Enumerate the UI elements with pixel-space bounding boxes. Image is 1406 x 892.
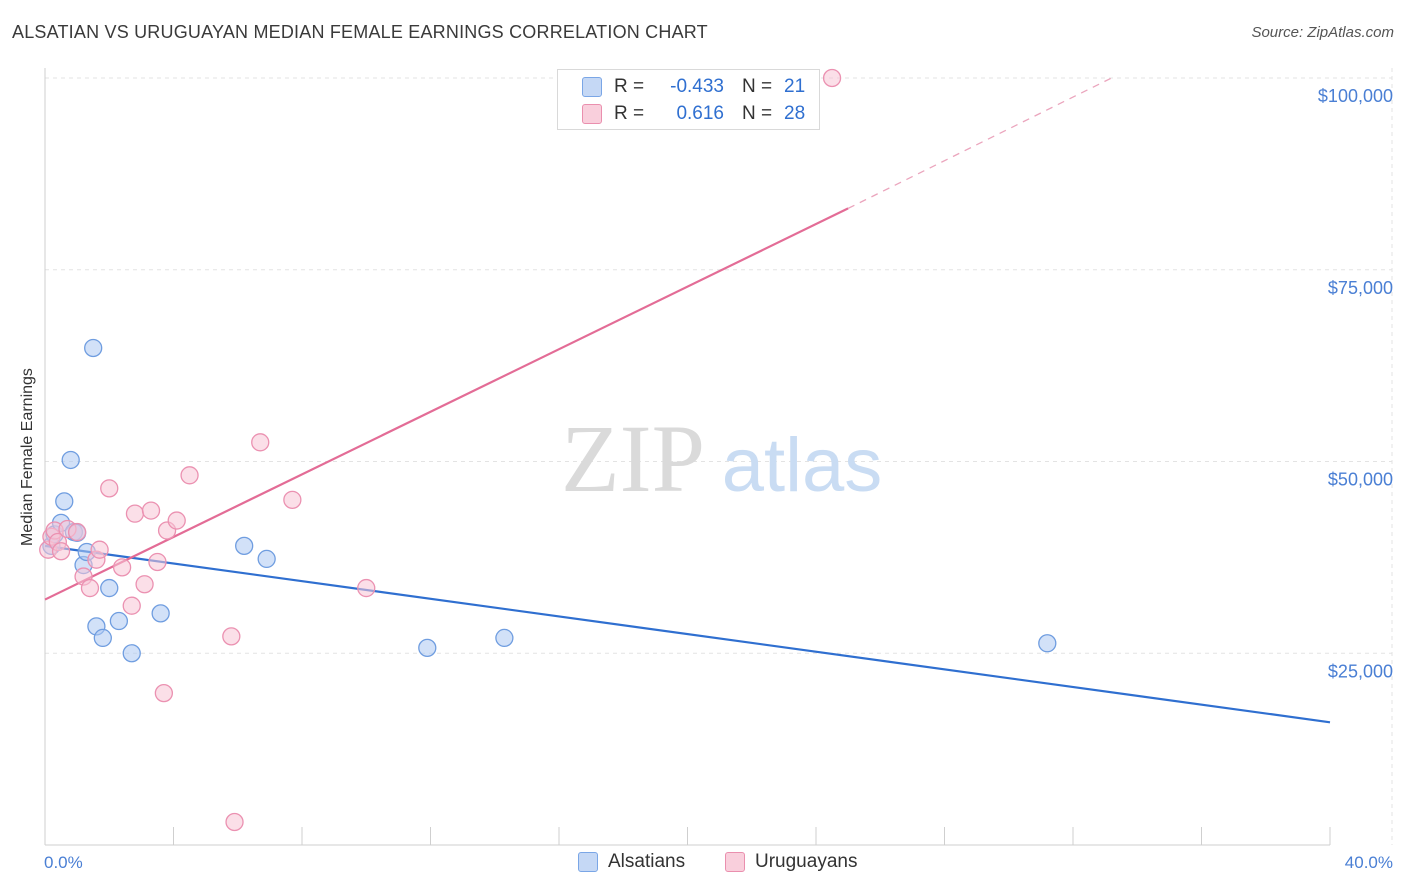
point-uruguayans xyxy=(251,433,270,452)
point-alsatians xyxy=(93,628,112,648)
trend-line-alsatians xyxy=(44,544,1331,724)
point-uruguayans xyxy=(112,558,132,577)
trend-line-uruguayans xyxy=(44,207,849,601)
watermark-atlas: atlas xyxy=(722,423,883,508)
legend-r-value: -0.433 xyxy=(670,76,724,97)
legend-n-value: 28 xyxy=(784,103,806,124)
axes xyxy=(44,68,1393,846)
legend-n-label: N = xyxy=(742,103,773,124)
watermark-zip: ZIP xyxy=(561,405,705,512)
y-tick-labels: $25,000 $50,000 $75,000 $100,000 xyxy=(1318,86,1393,681)
point-alsatians xyxy=(109,611,129,631)
chart-title: ALSATIAN VS URUGUAYAN MEDIAN FEMALE EARN… xyxy=(12,22,708,42)
point-uruguayans xyxy=(167,511,186,530)
point-uruguayans xyxy=(225,812,244,832)
point-uruguayans xyxy=(125,504,145,523)
legend-swatch-uruguayans xyxy=(582,104,602,124)
legend-row-alsatians: R = -0.433 N = 21 xyxy=(582,75,805,99)
point-alsatians xyxy=(257,549,276,569)
bottom-legend-uruguayans[interactable]: Uruguayans xyxy=(725,851,857,873)
point-uruguayans xyxy=(141,501,161,520)
bottom-legend-label-alsatians: Alsatians xyxy=(608,851,686,872)
point-uruguayans xyxy=(357,578,376,598)
point-uruguayans xyxy=(100,479,119,498)
gridlines xyxy=(45,77,1392,654)
point-uruguayans xyxy=(90,540,109,559)
x-tick-max: 40.0% xyxy=(1344,853,1393,872)
y-tick-label: $100,000 xyxy=(1318,86,1393,106)
legend-n-value: 21 xyxy=(784,76,806,97)
point-uruguayans xyxy=(80,578,100,598)
bottom-legend-label-uruguayans: Uruguayans xyxy=(755,851,858,872)
bottom-legend-swatch-uruguayans xyxy=(725,852,745,872)
x-tick-min: 0.0% xyxy=(44,853,83,872)
point-uruguayans xyxy=(283,490,302,510)
bottom-legend-alsatians[interactable]: Alsatians xyxy=(578,851,685,873)
point-alsatians xyxy=(61,450,80,470)
point-uruguayans xyxy=(154,683,174,703)
y-tick-label: $25,000 xyxy=(1328,661,1393,681)
legend-n-label: N = xyxy=(742,76,773,97)
watermark: ZIP atlas xyxy=(561,405,882,512)
point-alsatians xyxy=(84,338,103,358)
point-uruguayans xyxy=(822,68,842,88)
bottom-legend-swatch-alsatians xyxy=(578,852,598,872)
point-uruguayans xyxy=(222,627,241,646)
point-alsatians xyxy=(1038,634,1057,653)
point-alsatians xyxy=(495,628,514,648)
data-points xyxy=(39,68,1057,832)
point-uruguayans xyxy=(122,596,141,615)
correlation-legend: R = -0.433 N = 21 R = 0.616 N = 28 xyxy=(557,69,820,130)
trend-line-uruguayans-extension xyxy=(847,77,1112,209)
point-alsatians xyxy=(55,492,74,511)
legend-r-label: R = xyxy=(614,76,645,97)
point-alsatians xyxy=(151,604,170,623)
point-alsatians xyxy=(235,536,254,556)
legend-r-label: R = xyxy=(614,103,645,124)
source-label: Source: ZipAtlas.com xyxy=(1251,24,1394,41)
point-alsatians xyxy=(418,638,437,658)
legend-swatch-alsatians xyxy=(582,77,602,97)
trend-lines xyxy=(44,77,1331,724)
point-uruguayans xyxy=(51,542,71,561)
point-uruguayans xyxy=(67,522,87,542)
legend-r-value: 0.616 xyxy=(676,103,724,124)
point-alsatians xyxy=(122,644,141,663)
legend-row-uruguayans: R = 0.616 N = 28 xyxy=(582,102,805,126)
point-alsatians xyxy=(100,578,119,598)
y-tick-label: $75,000 xyxy=(1328,278,1393,298)
point-uruguayans xyxy=(148,552,167,572)
point-uruguayans xyxy=(180,466,199,485)
point-uruguayans xyxy=(135,575,154,594)
y-tick-label: $50,000 xyxy=(1328,470,1393,490)
